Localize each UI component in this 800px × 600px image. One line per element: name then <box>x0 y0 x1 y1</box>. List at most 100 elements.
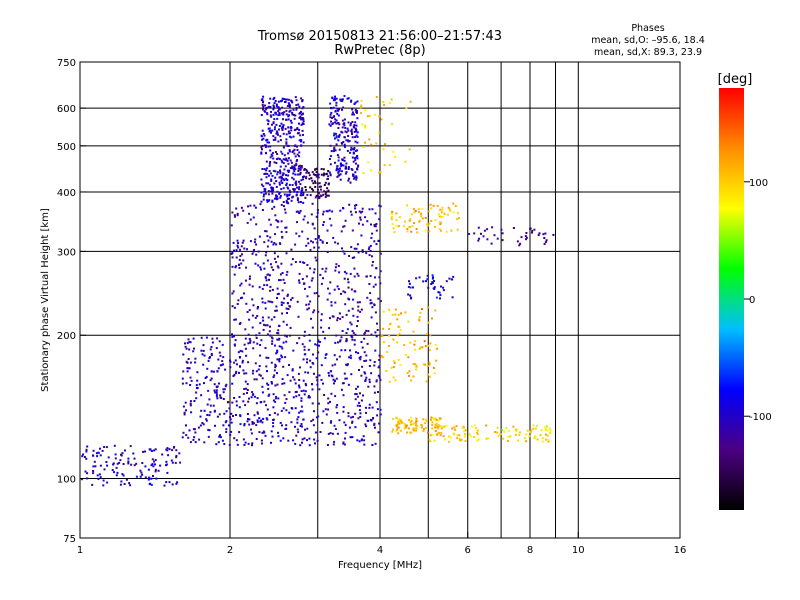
data-point <box>276 372 278 375</box>
data-point <box>290 263 293 266</box>
data-point <box>269 236 272 239</box>
data-point <box>239 248 241 251</box>
data-point <box>300 118 303 121</box>
data-point <box>150 464 153 467</box>
data-point <box>281 356 284 359</box>
data-point <box>299 410 302 413</box>
data-point <box>337 174 340 177</box>
data-point <box>344 126 347 129</box>
data-point <box>406 204 409 207</box>
data-point <box>182 353 185 356</box>
data-point <box>417 208 420 210</box>
data-point <box>154 468 157 471</box>
data-point <box>413 422 416 425</box>
data-point <box>218 340 221 343</box>
data-point <box>327 402 330 405</box>
data-point <box>246 413 249 415</box>
data-point <box>261 297 264 300</box>
data-point <box>165 448 168 451</box>
data-point <box>237 242 240 244</box>
data-point <box>297 315 300 318</box>
data-point <box>296 191 299 193</box>
data-point <box>318 197 321 200</box>
data-point <box>378 218 381 221</box>
data-point <box>242 209 245 212</box>
data-point <box>259 354 262 357</box>
data-point <box>501 239 504 242</box>
data-point <box>430 219 433 222</box>
data-point <box>458 437 461 440</box>
data-point <box>237 299 240 302</box>
data-point <box>317 402 320 405</box>
data-point <box>299 115 302 118</box>
data-point <box>517 439 520 442</box>
data-point <box>396 425 399 428</box>
data-point <box>296 199 299 201</box>
data-point <box>267 356 270 359</box>
data-point <box>274 365 277 367</box>
data-point <box>243 424 246 427</box>
data-point <box>282 125 284 128</box>
data-point <box>327 287 329 290</box>
data-point <box>253 422 255 425</box>
data-point <box>422 363 425 366</box>
data-point <box>480 232 482 235</box>
data-point <box>270 180 273 182</box>
data-point <box>283 394 286 397</box>
data-point <box>425 426 428 429</box>
data-point <box>260 135 263 138</box>
data-point <box>354 136 357 138</box>
data-point <box>154 448 157 451</box>
data-point <box>358 401 361 404</box>
data-point <box>265 365 268 368</box>
data-point <box>413 343 416 346</box>
data-point <box>545 425 548 428</box>
data-point <box>371 444 374 446</box>
data-point <box>266 284 269 287</box>
data-point <box>424 345 427 348</box>
data-point <box>380 335 383 337</box>
data-point <box>291 176 294 179</box>
data-point <box>392 338 395 341</box>
data-point <box>356 301 359 304</box>
data-point <box>275 180 278 182</box>
data-point <box>343 252 346 255</box>
data-point <box>314 431 317 434</box>
data-point <box>245 372 248 375</box>
data-point <box>341 119 344 122</box>
data-point <box>353 256 356 259</box>
data-point <box>212 370 215 373</box>
data-point <box>278 114 281 116</box>
data-point <box>233 343 236 346</box>
data-point <box>294 155 297 158</box>
data-point <box>397 325 400 328</box>
data-point <box>167 454 170 457</box>
data-point <box>301 129 304 132</box>
data-point <box>307 394 310 397</box>
data-point <box>265 356 268 359</box>
data-point <box>297 173 300 176</box>
data-point <box>359 358 362 361</box>
data-point <box>373 303 376 306</box>
data-point <box>364 423 367 426</box>
data-point <box>269 161 272 163</box>
data-point <box>302 389 305 392</box>
data-point <box>298 151 301 154</box>
data-point <box>398 422 401 425</box>
data-point <box>283 382 286 385</box>
data-point <box>392 227 395 230</box>
data-point <box>347 278 349 281</box>
data-point <box>285 201 288 204</box>
data-point <box>267 300 270 303</box>
data-point <box>329 163 332 166</box>
data-point <box>336 154 339 157</box>
data-point <box>349 436 352 439</box>
data-point <box>153 449 156 452</box>
data-point <box>431 433 434 436</box>
data-point <box>337 139 340 142</box>
data-point <box>181 382 184 385</box>
data-point <box>197 426 200 429</box>
data-point <box>186 342 189 345</box>
data-point <box>133 457 136 460</box>
